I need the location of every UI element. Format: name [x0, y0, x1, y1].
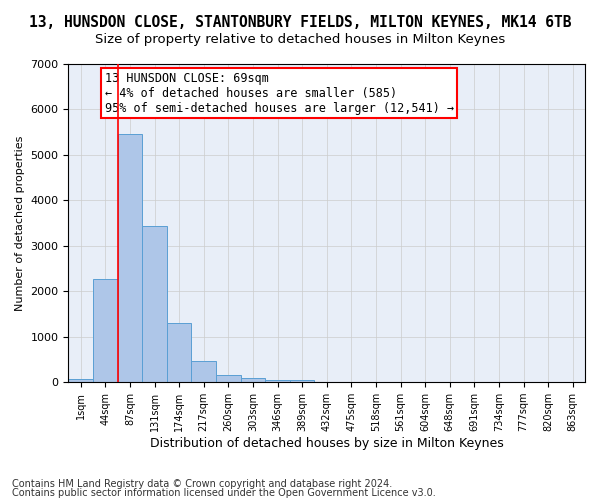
- Text: 13 HUNSDON CLOSE: 69sqm
← 4% of detached houses are smaller (585)
95% of semi-de: 13 HUNSDON CLOSE: 69sqm ← 4% of detached…: [104, 72, 454, 115]
- Bar: [118, 134, 142, 382]
- Bar: [167, 322, 191, 382]
- Bar: [142, 226, 167, 382]
- Bar: [93, 278, 118, 382]
- Bar: [191, 361, 216, 382]
- Bar: [241, 378, 265, 382]
- X-axis label: Distribution of detached houses by size in Milton Keynes: Distribution of detached houses by size …: [150, 437, 503, 450]
- Bar: [68, 378, 93, 382]
- Y-axis label: Number of detached properties: Number of detached properties: [15, 136, 25, 311]
- Text: Contains HM Land Registry data © Crown copyright and database right 2024.: Contains HM Land Registry data © Crown c…: [12, 479, 392, 489]
- Bar: [290, 380, 314, 382]
- Bar: [265, 380, 290, 382]
- Text: 13, HUNSDON CLOSE, STANTONBURY FIELDS, MILTON KEYNES, MK14 6TB: 13, HUNSDON CLOSE, STANTONBURY FIELDS, M…: [29, 15, 571, 30]
- Text: Size of property relative to detached houses in Milton Keynes: Size of property relative to detached ho…: [95, 32, 505, 46]
- Bar: [216, 374, 241, 382]
- Text: Contains public sector information licensed under the Open Government Licence v3: Contains public sector information licen…: [12, 488, 436, 498]
